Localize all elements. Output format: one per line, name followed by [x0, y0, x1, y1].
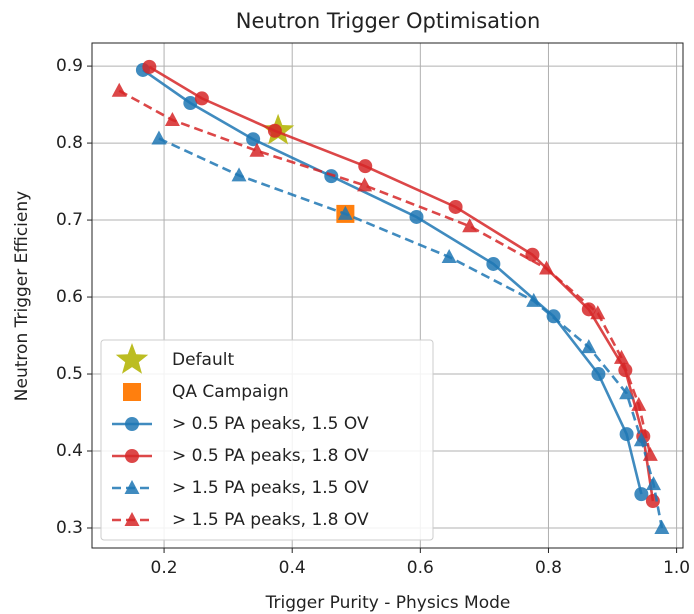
- point: [590, 305, 606, 320]
- x-tick-label: 0.8: [535, 558, 562, 578]
- point: [591, 367, 606, 382]
- point: [462, 218, 478, 233]
- point: [525, 247, 540, 262]
- legend-marker: [125, 449, 139, 463]
- point: [246, 132, 261, 147]
- point: [324, 169, 339, 184]
- point: [409, 209, 424, 224]
- y-tick-label: 0.7: [56, 210, 83, 230]
- point: [581, 302, 596, 317]
- point: [441, 249, 457, 264]
- legend-marker: [124, 480, 140, 494]
- chart-title: Neutron Trigger Optimisation: [236, 9, 541, 33]
- point: [486, 256, 501, 271]
- legend-label: Default: [172, 350, 234, 370]
- y-tick-label: 0.4: [56, 441, 83, 461]
- legend-box: [100, 339, 434, 541]
- point: [581, 339, 597, 354]
- point: [111, 82, 127, 97]
- legend-label: > 0.5 PA peaks, 1.8 OV: [172, 446, 369, 466]
- legend-label: > 1.5 PA peaks, 1.5 OV: [172, 478, 369, 498]
- point: [357, 177, 373, 192]
- legend-marker: [123, 383, 141, 401]
- point: [634, 487, 649, 502]
- point: [646, 476, 662, 491]
- point: [249, 142, 265, 157]
- point: [183, 96, 198, 111]
- series-line: [118, 89, 652, 456]
- point: [654, 519, 670, 534]
- plot-frame: [91, 42, 684, 549]
- point: [164, 111, 180, 126]
- point: [539, 260, 555, 275]
- y-tick-label: 0.8: [56, 133, 83, 153]
- point: [448, 199, 463, 214]
- y-tick-label: 0.6: [56, 287, 83, 307]
- point: [267, 123, 282, 138]
- y-axis-label: Neutron Trigger Efficieny: [12, 191, 32, 401]
- x-axis-label: Trigger Purity - Physics Mode: [265, 593, 511, 613]
- point: [642, 446, 658, 461]
- point: [619, 385, 635, 400]
- x-tick-label: 0.2: [151, 558, 178, 578]
- x-tick-label: 0.4: [279, 558, 306, 578]
- y-tick-label: 0.5: [56, 364, 83, 384]
- x-tick-label: 1.0: [663, 558, 690, 578]
- legend-marker: [124, 512, 140, 526]
- series-line: [142, 68, 643, 495]
- legend-label: > 0.5 PA peaks, 1.5 OV: [172, 414, 369, 434]
- point: [231, 167, 247, 182]
- point: [337, 205, 353, 220]
- point: [358, 159, 373, 174]
- legend: Default QA Campaign > 0.5 PA peaks, 1.5 OV…: [100, 339, 434, 541]
- point: [142, 59, 157, 74]
- x-tick-label: 0.6: [407, 558, 434, 578]
- point: [194, 91, 209, 106]
- legend-marker: [125, 417, 139, 431]
- point: [613, 349, 629, 364]
- point: [631, 396, 647, 411]
- point: [151, 130, 167, 145]
- series-line: [148, 65, 655, 502]
- legend-label: > 1.5 PA peaks, 1.8 OV: [172, 510, 369, 530]
- series-line: [158, 137, 664, 529]
- y-tick-label: 0.3: [56, 518, 83, 538]
- y-tick-label: 0.9: [56, 56, 83, 76]
- point: [526, 292, 542, 307]
- legend-label: QA Campaign: [172, 382, 289, 402]
- point: [633, 432, 649, 447]
- point: [619, 427, 634, 442]
- legend-marker: [115, 343, 149, 374]
